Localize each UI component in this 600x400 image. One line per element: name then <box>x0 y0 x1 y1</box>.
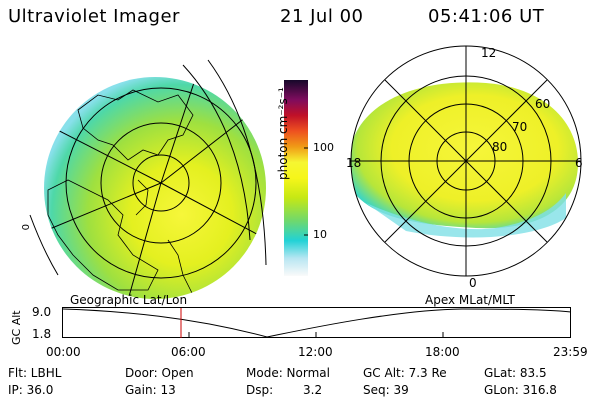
color-bar-tick-label: 10 <box>313 228 327 241</box>
grid-arc <box>29 214 59 276</box>
mlt-label-0: 0 <box>469 276 477 290</box>
glat-info: GLat: 83.5 <box>484 366 547 380</box>
color-bar-tick-label: 100 <box>313 141 334 154</box>
latitude-ring <box>100 122 222 244</box>
mlat-label-80: 80 <box>492 140 508 154</box>
altitude-curve <box>62 308 572 338</box>
timeline-xtick: 23:59 <box>553 345 588 359</box>
color-bar <box>284 80 308 276</box>
mlt-label-18: 18 <box>346 156 362 170</box>
instrument-title: Ultraviolet Imager <box>8 6 180 27</box>
apex-caption: Apex MLat/MLT <box>425 293 515 307</box>
edge-label: 0 <box>19 224 30 230</box>
timeline-xtick: 12:00 <box>298 345 333 359</box>
gc-alt-info: GC Alt: 7.3 Re <box>363 366 447 380</box>
door-info: Door: Open <box>125 366 194 380</box>
meridian-line <box>160 77 209 184</box>
mode-info: Mode: Normal <box>246 366 330 380</box>
timeline-plot <box>62 307 572 338</box>
seq-info: Seq: 39 <box>363 383 409 397</box>
glon-info: GLon: 316.8 <box>484 383 557 397</box>
timeline-xtick: 00:00 <box>46 345 81 359</box>
color-bar-fill <box>284 80 308 276</box>
timeline-ytick: 9.0 <box>32 305 52 319</box>
grid-arc <box>182 64 251 241</box>
grid-arc <box>207 59 267 266</box>
auroral-oval-fringe <box>366 193 566 238</box>
geographic-caption: Geographic Lat/Lon <box>70 293 188 307</box>
geographic-image: 0 <box>19 59 267 299</box>
mlat-label-60: 60 <box>535 97 551 111</box>
meridian-line <box>160 182 266 241</box>
timeline-xtick: 18:00 <box>425 345 460 359</box>
mlt-label-12: 12 <box>481 46 497 60</box>
observation-date: 21 Jul 00 <box>280 6 364 27</box>
ip-info: IP: 36.0 <box>8 383 54 397</box>
mlt-label-6: 6 <box>575 156 583 170</box>
latitude-ring <box>132 154 190 212</box>
latitude-ring <box>65 87 257 279</box>
auroral-oval-region <box>351 82 578 229</box>
timeline-xtick: 06:00 <box>171 345 206 359</box>
meridian-line <box>127 182 162 299</box>
earth-disk <box>44 77 266 299</box>
gain-info: Gain: 13 <box>125 383 176 397</box>
coastline <box>47 179 159 291</box>
dsp-label: Dsp: <box>246 383 274 397</box>
observation-time: 05:41:06 UT <box>428 6 545 27</box>
dsp-value: 3.2 <box>303 383 323 397</box>
coastline <box>135 179 149 216</box>
apex-polar-image <box>350 45 582 277</box>
mlt-line-diagonal <box>384 79 548 243</box>
filter-info: Flt: LBHL <box>8 366 62 380</box>
timeline-ytick: 1.8 <box>32 327 52 341</box>
coastline <box>167 239 194 296</box>
timeline-ylabel: GC Alt <box>10 310 23 345</box>
mlat-label-70: 70 <box>512 120 528 134</box>
color-bar-unit-label: photon cm⁻²s⁻¹ <box>276 87 290 180</box>
coastline <box>77 89 194 161</box>
